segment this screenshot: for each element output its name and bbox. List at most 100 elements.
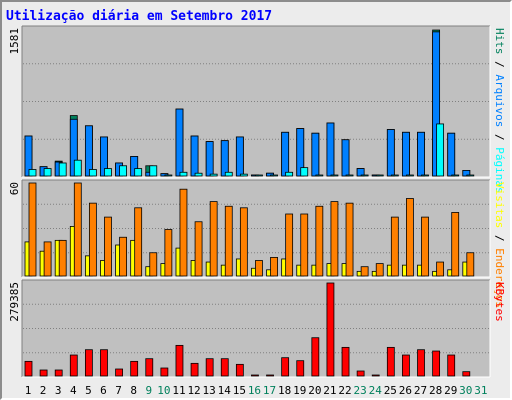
x-tick-16: 16 bbox=[248, 384, 261, 397]
bar-KBytes-21 bbox=[326, 282, 335, 377]
x-tick-15: 15 bbox=[233, 384, 246, 397]
bar-Arquivos-30 bbox=[462, 170, 471, 177]
bar-Páginas-7 bbox=[119, 165, 127, 177]
bar-KBytes-29 bbox=[447, 354, 456, 377]
series-Arquivos bbox=[24, 31, 471, 177]
bar-Páginas-28 bbox=[436, 123, 445, 177]
bar-Páginas-5 bbox=[88, 169, 97, 177]
side-legend-part: / bbox=[493, 228, 506, 248]
bar-Endereços-2 bbox=[43, 241, 52, 277]
bar-Endereços-18 bbox=[285, 213, 294, 277]
bar-Páginas-11 bbox=[179, 171, 188, 177]
series-Endereços bbox=[28, 182, 475, 277]
bar-KBytes-3 bbox=[54, 369, 63, 377]
bar-KBytes-17 bbox=[266, 374, 274, 377]
bar-Endereços-3 bbox=[58, 239, 67, 277]
plot-area-hits bbox=[22, 26, 490, 177]
bar-Arquivos-12 bbox=[190, 135, 199, 177]
x-tick-6: 6 bbox=[100, 384, 107, 397]
bar-Arquivos-18 bbox=[281, 131, 290, 177]
bar-Arquivos-13 bbox=[205, 141, 214, 177]
bar-Endereços-22 bbox=[345, 202, 354, 277]
bar-KBytes-7 bbox=[115, 368, 123, 377]
x-tick-5: 5 bbox=[85, 384, 92, 397]
bar-Arquivos-11 bbox=[175, 108, 184, 177]
bar-KBytes-20 bbox=[311, 337, 320, 377]
x-tick-27: 27 bbox=[414, 384, 427, 397]
x-tick-12: 12 bbox=[187, 384, 200, 397]
x-tick-14: 14 bbox=[218, 384, 232, 397]
series-KBytes bbox=[24, 282, 471, 377]
side-legend-part: KBytes bbox=[493, 282, 506, 322]
panel-kbytes: 279385 KBytes bbox=[8, 279, 506, 378]
bar-KBytes-15 bbox=[235, 363, 244, 377]
bar-Arquivos-22 bbox=[341, 139, 350, 177]
side-legend-visits: Visitas / Endereços bbox=[493, 182, 506, 308]
bar-KBytes-28 bbox=[432, 350, 441, 377]
bar-KBytes-18 bbox=[281, 357, 290, 377]
bar-Endereços-16 bbox=[255, 260, 263, 277]
bar-Páginas-6 bbox=[104, 168, 112, 177]
side-legend-hits: Hits / Arquivos / Páginas bbox=[493, 28, 506, 194]
bar-Arquivos-21 bbox=[326, 122, 335, 177]
side-legend-part: / bbox=[493, 127, 506, 147]
x-tick-31: 31 bbox=[474, 384, 487, 397]
bar-Endereços-26 bbox=[406, 198, 414, 277]
x-tick-29: 29 bbox=[444, 384, 457, 397]
bar-Endereços-11 bbox=[179, 188, 188, 277]
bar-Páginas-4 bbox=[73, 159, 82, 177]
x-tick-30: 30 bbox=[459, 384, 472, 397]
bar-Páginas-18 bbox=[285, 171, 294, 177]
bar-Endereços-14 bbox=[224, 205, 233, 277]
x-tick-17: 17 bbox=[263, 384, 276, 397]
bar-Páginas-24 bbox=[375, 174, 384, 177]
bar-KBytes-11 bbox=[175, 344, 184, 377]
bar-KBytes-24 bbox=[371, 374, 380, 377]
x-tick-7: 7 bbox=[115, 384, 122, 397]
y-max-label-hits: 1581 bbox=[8, 28, 21, 55]
bar-Arquivos-1 bbox=[24, 135, 33, 177]
bar-Páginas-26 bbox=[406, 174, 414, 177]
bar-Endereços-7 bbox=[119, 236, 127, 277]
bar-Páginas-21 bbox=[330, 174, 339, 177]
bar-KBytes-26 bbox=[402, 354, 410, 377]
bar-Arquivos-19 bbox=[296, 128, 305, 177]
bar-Arquivos-25 bbox=[386, 129, 395, 177]
bar-Endereços-8 bbox=[134, 207, 143, 277]
bar-KBytes-23 bbox=[356, 370, 365, 377]
bar-Páginas-16 bbox=[255, 174, 263, 177]
bar-KBytes-14 bbox=[220, 358, 229, 377]
x-tick-9: 9 bbox=[145, 384, 152, 397]
bar-Arquivos-15 bbox=[235, 136, 244, 177]
side-legend-part: Arquivos bbox=[493, 74, 506, 127]
bar-KBytes-1 bbox=[24, 360, 33, 377]
x-tick-13: 13 bbox=[203, 384, 216, 397]
x-tick-1: 1 bbox=[25, 384, 32, 397]
bar-Endereços-25 bbox=[390, 216, 399, 277]
bar-KBytes-25 bbox=[386, 346, 395, 377]
x-tick-21: 21 bbox=[323, 384, 336, 397]
bar-KBytes-9 bbox=[145, 358, 154, 377]
side-legend-part: Visitas bbox=[493, 182, 506, 228]
bar-Arquivos-23 bbox=[356, 168, 365, 177]
bar-Páginas-15 bbox=[239, 173, 248, 177]
panel-hits: 1581 Hits / Arquivos / Páginas bbox=[8, 25, 506, 194]
bar-Arquivos-28 bbox=[432, 31, 441, 177]
bar-Endereços-17 bbox=[270, 256, 278, 277]
bar-KBytes-16 bbox=[251, 374, 259, 377]
x-tick-22: 22 bbox=[338, 384, 351, 397]
bar-KBytes-27 bbox=[417, 349, 425, 377]
bar-Endereços-1 bbox=[28, 182, 37, 277]
side-legend-kbytes: KBytes bbox=[493, 282, 506, 322]
bar-Endereços-28 bbox=[436, 261, 445, 277]
x-tick-10: 10 bbox=[157, 384, 170, 397]
x-tick-26: 26 bbox=[399, 384, 412, 397]
x-tick-18: 18 bbox=[278, 384, 291, 397]
bar-Endereços-27 bbox=[421, 216, 429, 277]
bar-Arquivos-26 bbox=[402, 131, 410, 177]
bar-KBytes-2 bbox=[39, 369, 48, 377]
bar-Páginas-12 bbox=[194, 172, 203, 177]
bar-KBytes-8 bbox=[130, 360, 139, 377]
bar-Páginas-19 bbox=[300, 167, 309, 177]
